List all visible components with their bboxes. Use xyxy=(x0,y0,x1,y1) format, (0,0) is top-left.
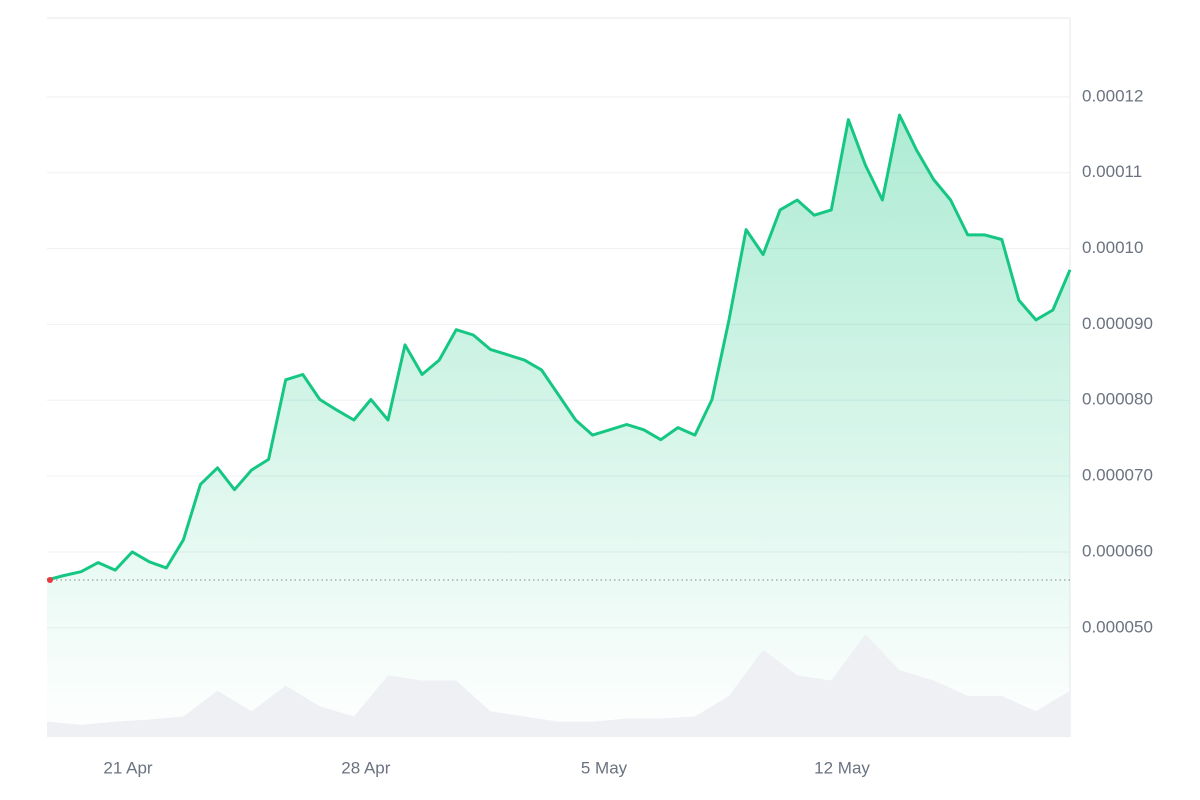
x-tick-label: 12 May xyxy=(814,758,870,777)
y-tick-label: 0.000060 xyxy=(1082,541,1153,560)
x-tick-label: 28 Apr xyxy=(341,758,390,777)
y-tick-label: 0.000090 xyxy=(1082,314,1153,333)
price-area xyxy=(47,115,1070,738)
y-tick-label: 0.00012 xyxy=(1082,86,1143,105)
price-line xyxy=(46,113,1072,582)
y-tick-label: 0.000070 xyxy=(1082,466,1153,485)
volume-area xyxy=(47,634,1070,737)
y-tick-label: 0.00011 xyxy=(1082,162,1142,181)
x-tick-label: 5 May xyxy=(581,758,628,777)
y-tick-label: 0.000080 xyxy=(1082,390,1153,409)
start-dot xyxy=(47,577,53,584)
y-tick-label: 0.00010 xyxy=(1082,238,1143,257)
x-tick-label: 21 Apr xyxy=(103,758,152,777)
y-tick-label: 0.000050 xyxy=(1082,617,1153,636)
